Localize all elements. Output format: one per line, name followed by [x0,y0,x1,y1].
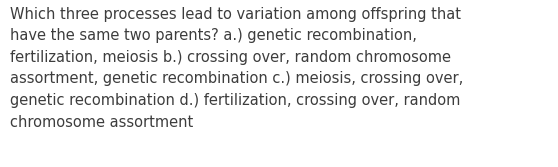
Text: Which three processes lead to variation among offspring that
have the same two p: Which three processes lead to variation … [10,7,463,130]
